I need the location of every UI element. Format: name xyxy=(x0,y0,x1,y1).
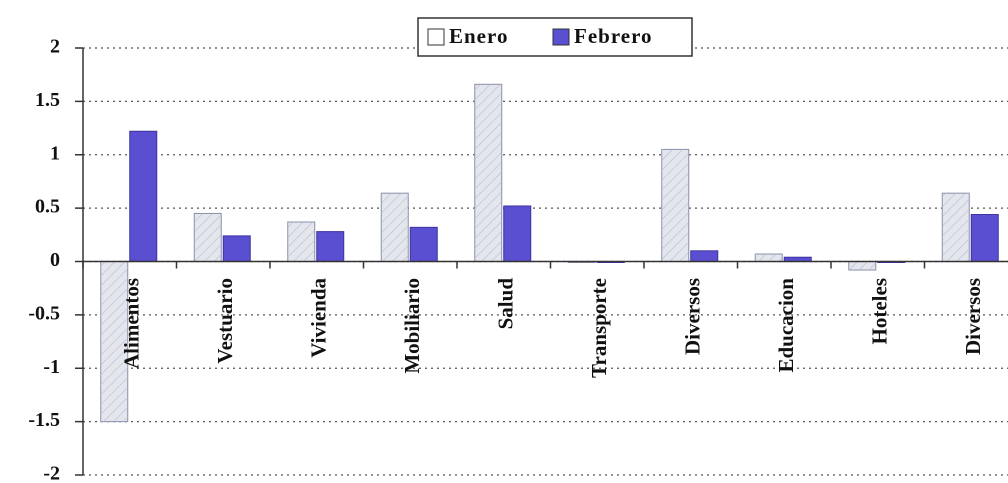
y-tick-label: 1.5 xyxy=(35,89,60,111)
bar xyxy=(129,130,158,262)
y-tick-label: 0 xyxy=(50,249,60,271)
y-tick-label: -2 xyxy=(43,463,60,483)
x-tick-label: Vivienda xyxy=(307,278,331,358)
x-tick-label: Vestuario xyxy=(213,278,237,364)
legend-swatch xyxy=(427,28,445,46)
x-tick-label: Mobiliario xyxy=(400,278,424,374)
y-tick-label: 1 xyxy=(50,142,60,164)
bar xyxy=(503,205,532,263)
bar-hatch xyxy=(474,84,502,262)
y-tick-label: 0.5 xyxy=(35,196,60,218)
x-tick-label: Educacion xyxy=(774,278,798,373)
x-tick-label: Diversos xyxy=(961,278,985,355)
x-tick-label: Hoteles xyxy=(868,278,892,344)
legend-label: Enero xyxy=(449,24,508,48)
bar-hatch xyxy=(661,149,689,262)
x-tick-label: Salud xyxy=(494,278,518,330)
bar xyxy=(222,235,251,263)
bar-hatch xyxy=(848,261,876,271)
bar xyxy=(316,231,345,262)
x-tick-label: Diversos xyxy=(681,278,705,355)
legend: Enero Febrero xyxy=(417,17,693,57)
y-tick-label: -0.5 xyxy=(28,302,60,324)
bar-hatch xyxy=(755,254,783,262)
bar-hatch xyxy=(194,213,222,262)
x-tick-label: Alimentos xyxy=(120,278,144,369)
bar-hatch xyxy=(381,193,409,262)
y-tick-label: -1.5 xyxy=(28,409,60,431)
y-tick-label: -1 xyxy=(43,356,60,378)
legend-label: Febrero xyxy=(574,24,653,48)
bar-hatch xyxy=(100,261,128,422)
bar-hatch xyxy=(942,193,970,262)
x-tick-label: Transporte xyxy=(587,278,611,378)
legend-swatch xyxy=(552,28,570,46)
bar xyxy=(970,214,999,262)
bar-hatch xyxy=(287,222,315,262)
y-tick-label: 2 xyxy=(50,36,60,58)
bar xyxy=(409,226,438,262)
bar xyxy=(690,250,719,262)
